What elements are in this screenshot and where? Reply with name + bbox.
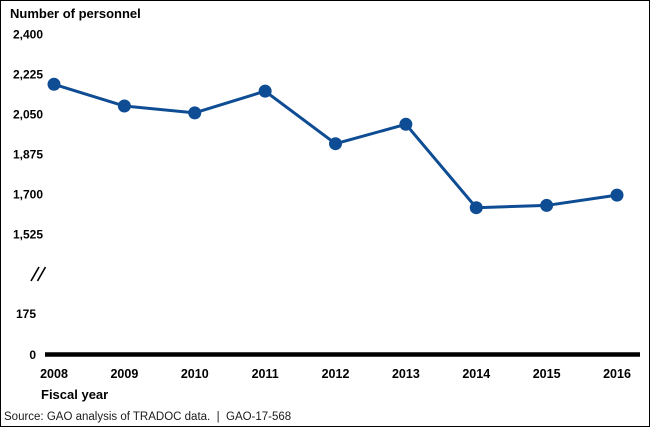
y-tick-label: 1,700	[13, 188, 43, 202]
axis-break-icon	[36, 266, 47, 282]
x-axis-title: Fiscal year	[41, 387, 109, 402]
data-point	[610, 188, 624, 202]
data-point	[258, 84, 272, 98]
data-point	[47, 77, 61, 91]
x-tick-label: 2012	[322, 367, 350, 381]
data-point	[469, 201, 483, 215]
x-tick-label: 2010	[181, 367, 209, 381]
data-point	[329, 137, 342, 151]
y-tick-label: 2,225	[13, 68, 43, 82]
x-tick-label: 2011	[252, 367, 279, 381]
y-tick-label: 2,050	[13, 108, 43, 122]
axis-break-icon	[30, 266, 40, 282]
x-tick-label: 2015	[533, 367, 561, 381]
chart-title: Number of personnel	[10, 6, 141, 21]
x-tick-label: 2009	[110, 367, 138, 381]
y-tick-label: 0	[29, 348, 36, 362]
x-tick-label: 2008	[40, 367, 68, 381]
data-point	[399, 117, 413, 131]
data-point	[188, 106, 202, 120]
data-point	[117, 99, 131, 113]
x-tick-label: 2016	[603, 367, 631, 381]
x-tick-label: 2013	[392, 367, 420, 381]
data-point	[540, 198, 554, 212]
y-tick-label: 175	[16, 307, 36, 321]
x-tick-label: 2014	[462, 367, 490, 381]
y-tick-label: 2,400	[13, 28, 43, 42]
y-tick-label: 1,875	[13, 148, 43, 162]
y-tick-label: 1,525	[13, 228, 43, 242]
source-note: Source: GAO analysis of TRADOC data. | G…	[4, 411, 292, 423]
